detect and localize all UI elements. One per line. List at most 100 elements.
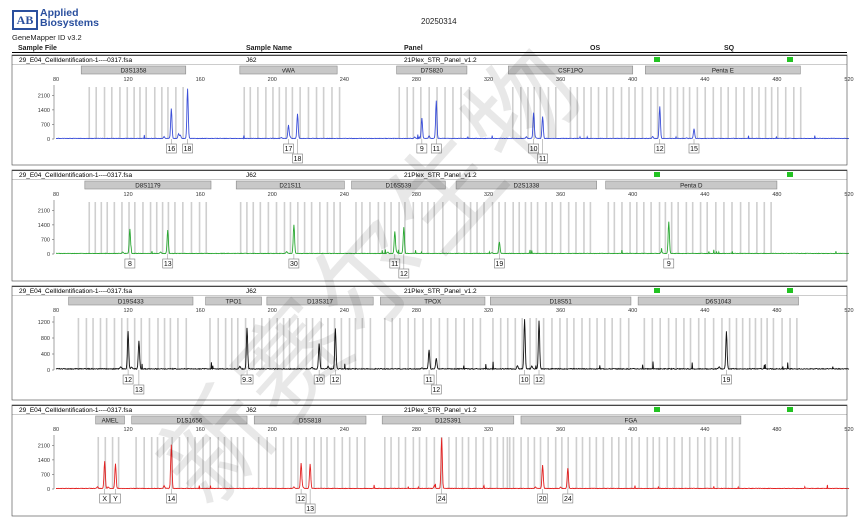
allele-bin	[143, 437, 146, 489]
marker-label: TPOX	[424, 299, 441, 306]
marker-label: D1S1656	[176, 418, 202, 425]
allele-bin	[589, 202, 592, 254]
allele-box	[110, 493, 121, 504]
allele-bin	[128, 202, 130, 254]
allele-bin	[583, 202, 585, 254]
allele-bin	[412, 437, 415, 489]
marker-bar	[253, 415, 367, 425]
allele-bin	[504, 202, 507, 254]
marker-label: D13S317	[307, 299, 333, 306]
marker-label: D16S539	[386, 183, 412, 190]
allele-bin	[326, 437, 328, 489]
allele-bin	[120, 318, 123, 370]
x-tick-label: 400	[628, 427, 637, 433]
allele-bin	[404, 202, 406, 254]
sample-file-name: 29_E04_CellIdentification-1----0317.fsa	[19, 407, 132, 414]
allele-bin	[243, 87, 246, 139]
allele-bin	[533, 87, 535, 139]
allele-bin	[452, 87, 454, 139]
allele-box	[133, 384, 145, 395]
allele-bin	[521, 318, 524, 370]
allele-bin	[514, 318, 517, 370]
x-tick-label: 400	[628, 308, 637, 314]
allele-bin	[720, 87, 722, 139]
allele-bin	[442, 202, 444, 254]
marker-label: D7S820	[421, 68, 444, 75]
marker-label: CSF1PO	[558, 68, 583, 75]
x-tick-label: 240	[340, 192, 349, 198]
allele-bin	[545, 202, 547, 254]
allele-bin	[275, 437, 277, 489]
panel-top-rule	[12, 286, 847, 287]
allele-bin	[155, 202, 158, 254]
y-tick-label: 700	[41, 472, 50, 478]
allele-bin	[150, 437, 153, 489]
allele-bin	[696, 87, 699, 139]
allele-bin	[463, 318, 466, 370]
allele-bin	[461, 437, 464, 489]
allele-label: 13	[164, 261, 172, 268]
x-tick-label: 200	[268, 77, 277, 83]
allele-bin	[735, 318, 738, 370]
allele-bin	[266, 437, 268, 489]
marker-label: TPO1	[225, 299, 242, 306]
allele-bin	[133, 87, 135, 139]
allele-bin	[440, 437, 443, 489]
allele-bin	[297, 202, 299, 254]
allele-bin	[272, 87, 274, 139]
report-date: 20250314	[421, 17, 457, 26]
allele-bin	[605, 87, 608, 139]
allele-bin	[691, 202, 694, 254]
allele-bin	[725, 437, 727, 489]
report-header: AB Applied Biosystems GeneMapper ID v3.2…	[0, 0, 859, 53]
allele-bin	[153, 87, 156, 139]
allele-bin	[627, 318, 630, 370]
allele-box	[537, 493, 548, 504]
marker-bar	[80, 65, 187, 75]
x-tick-label: 400	[628, 77, 637, 83]
allele-bin	[685, 202, 688, 254]
panel-name: 21Plex_STR_Panel_v1.2	[404, 407, 477, 414]
allele-bin	[230, 318, 233, 370]
allele-bin	[326, 202, 329, 254]
allele-bin	[455, 437, 458, 489]
allele-bin	[468, 87, 471, 139]
allele-bin	[333, 202, 335, 254]
allele-bin	[422, 318, 424, 370]
allele-label: 12	[297, 496, 305, 503]
allele-bin	[604, 318, 606, 370]
allele-bin	[202, 437, 204, 489]
x-tick-label: 240	[340, 308, 349, 314]
allele-bin	[111, 87, 113, 139]
allele-bin	[355, 202, 357, 254]
allele-bin	[643, 202, 645, 254]
allele-bin	[738, 437, 741, 489]
panel-1: 29_E04_CellIdentification-1----0317.fsa J…	[11, 54, 854, 166]
allele-bin	[257, 87, 259, 139]
allele-bin	[536, 202, 539, 254]
x-tick-label: 480	[772, 308, 781, 314]
allele-bin	[770, 202, 772, 254]
x-tick-label: 80	[53, 308, 59, 314]
allele-bin	[575, 202, 577, 254]
allele-bin	[282, 318, 285, 370]
allele-bin	[524, 202, 527, 254]
allele-bin	[398, 202, 400, 254]
allele-bin	[331, 87, 333, 139]
allele-bin	[341, 437, 344, 489]
allele-bin	[527, 87, 529, 139]
allele-bin	[348, 318, 351, 370]
allele-bin	[688, 87, 691, 139]
allele-bin	[723, 202, 725, 254]
allele-bin	[185, 318, 188, 370]
allele-bin	[217, 437, 220, 489]
allele-bin	[754, 318, 757, 370]
allele-bin	[527, 437, 529, 489]
allele-bin	[681, 437, 683, 489]
allele-label: 11	[433, 146, 440, 153]
allele-bin	[520, 87, 522, 139]
allele-bin	[133, 318, 136, 370]
allele-box	[122, 374, 134, 385]
